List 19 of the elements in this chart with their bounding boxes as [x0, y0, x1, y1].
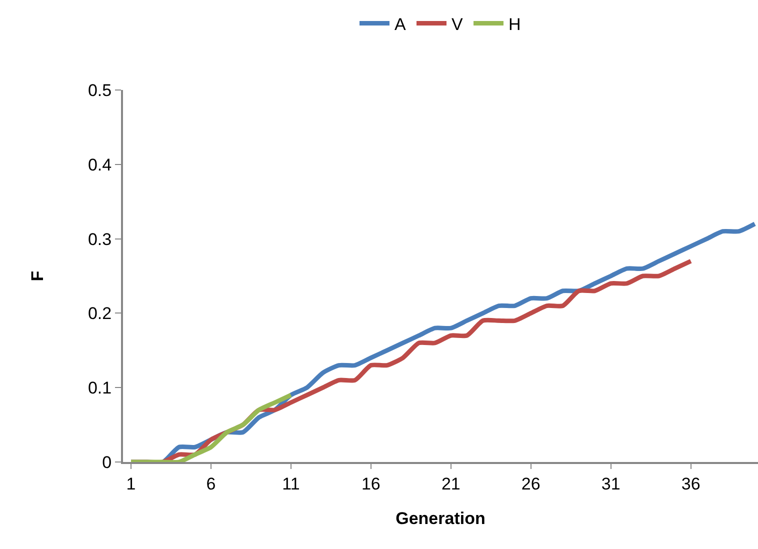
- x-tick-label: 31: [601, 474, 620, 494]
- x-tick-label: 26: [521, 474, 540, 494]
- x-tick-label: 16: [361, 474, 380, 494]
- y-tick-label: 0.1: [88, 378, 112, 398]
- legend-label: V: [452, 14, 464, 34]
- x-tick-label: 21: [441, 474, 460, 494]
- legend-label: H: [508, 14, 521, 34]
- y-tick-label: 0.2: [88, 304, 112, 324]
- y-axis-title: F: [28, 270, 48, 282]
- x-tick-label: 6: [206, 474, 216, 494]
- x-tick-label: 11: [282, 474, 300, 494]
- y-tick-label: 0.3: [88, 230, 112, 249]
- x-axis-title: Generation: [396, 509, 486, 528]
- x-tick-label: 36: [681, 474, 700, 494]
- y-tick-label: 0: [102, 452, 112, 472]
- legend-label: A: [394, 14, 406, 34]
- y-tick-label: 0.5: [88, 80, 112, 100]
- y-tick-label: 0.4: [88, 155, 112, 174]
- x-tick-label: 1: [126, 474, 136, 494]
